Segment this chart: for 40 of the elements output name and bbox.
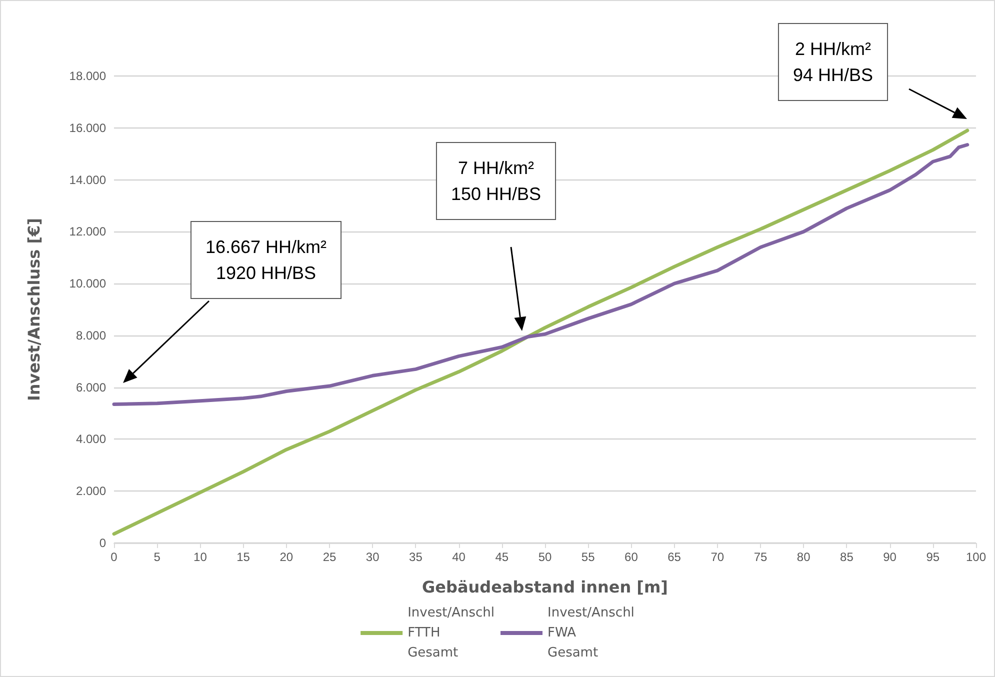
x-tick-label: 60 bbox=[624, 550, 638, 564]
line-series bbox=[112, 143, 970, 406]
x-tick-label: 0 bbox=[110, 550, 118, 564]
legend-label: Invest/Anschl FWA Gesamt bbox=[548, 606, 634, 660]
x-axis-title: Gebäudeabstand innen [m] bbox=[422, 578, 668, 596]
y-tick-label: 14.000 bbox=[69, 172, 106, 187]
x-tick-label: 20 bbox=[280, 550, 294, 564]
y-tick-label: 12.000 bbox=[69, 224, 106, 239]
y-axis-title: Invest/Anschluss [€] bbox=[24, 218, 44, 402]
annotation: 16.667 HH/km² 1920 HH/BS bbox=[205, 237, 327, 283]
x-tick-label: 35 bbox=[409, 550, 423, 564]
y-tick-label: 18.000 bbox=[69, 69, 106, 83]
y-tick-label: 10.000 bbox=[69, 276, 106, 291]
annotation: 7 HH/km² 150 HH/BS bbox=[450, 158, 542, 204]
y-tick-label: 2.000 bbox=[76, 484, 106, 498]
y-tick-label: 6.000 bbox=[76, 380, 106, 394]
x-tick-label: 85 bbox=[840, 550, 854, 564]
y-tick-label: 0 bbox=[99, 536, 106, 550]
x-tick-label: 95 bbox=[926, 550, 940, 564]
line-series bbox=[112, 128, 970, 536]
x-tick-label: 75 bbox=[754, 550, 768, 564]
y-tick-label: 4.000 bbox=[76, 432, 106, 446]
annotation: 2 HH/km² 94 HH/BS bbox=[792, 39, 874, 85]
x-tick-label: 25 bbox=[322, 550, 336, 564]
y-tick-label: 8.000 bbox=[76, 328, 106, 342]
x-tick-label: 55 bbox=[581, 550, 596, 564]
x-tick-label: 5 bbox=[154, 550, 161, 564]
x-tick-label: 45 bbox=[495, 550, 509, 564]
x-tick-label: 30 bbox=[366, 550, 380, 564]
legend-label: Invest/Anschl FTTH Gesamt bbox=[408, 606, 495, 660]
x-tick-label: 100 bbox=[966, 550, 986, 564]
x-tick-label: 15 bbox=[236, 550, 250, 564]
x-tick-label: 80 bbox=[796, 550, 811, 564]
x-tick-label: 90 bbox=[883, 550, 897, 564]
x-tick-label: 50 bbox=[538, 550, 552, 564]
x-tick-label: 40 bbox=[452, 550, 466, 564]
x-tick-label: 65 bbox=[668, 550, 682, 564]
x-tick-label: 70 bbox=[710, 550, 724, 564]
y-tick-label: 16.000 bbox=[69, 120, 106, 135]
x-tick-label: 10 bbox=[194, 550, 208, 564]
